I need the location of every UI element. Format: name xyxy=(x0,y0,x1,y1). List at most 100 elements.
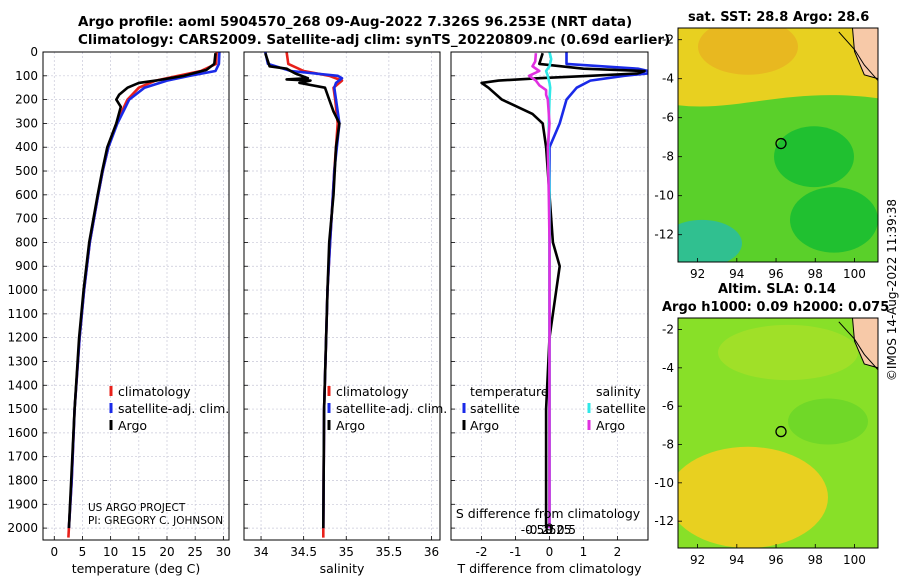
sst-lat-tick-label: -2 xyxy=(662,33,674,47)
sla-lat-tick-label: -10 xyxy=(654,476,674,490)
sla-land-sumatra xyxy=(851,318,878,369)
depth-tick-label: 2000 xyxy=(7,521,38,535)
sla-map: 92 94 96 98 100 -2 -4 -6 -8 -10 -12 xyxy=(654,317,879,567)
difference-x-tick-label: 0 xyxy=(546,545,554,559)
difference-legend-temperature-label: Argo xyxy=(470,418,499,433)
salinity-axes-border xyxy=(243,51,441,541)
temperature-legend-label: satellite-adj. clim. xyxy=(118,401,229,416)
difference-axes-border xyxy=(450,51,649,541)
sla-map-field xyxy=(678,318,878,548)
sla-map-title-line-1: Altim. SLA: 0.14 xyxy=(718,282,836,297)
depth-tick-label: 1000 xyxy=(7,283,38,297)
difference-x-tick-label: -1 xyxy=(510,545,522,559)
sla-lat-tick-label: -6 xyxy=(662,399,674,413)
sst-lon-tick-label: 100 xyxy=(843,267,866,281)
temperature-series-argo xyxy=(67,53,217,529)
sst-lat-tick-label: -8 xyxy=(662,150,674,164)
difference-legend-salinity-title: salinity xyxy=(596,384,641,399)
depth-tick-label: 1500 xyxy=(7,402,38,416)
temperature-x-tick-label: 15 xyxy=(131,545,146,559)
difference-s-tick-label: -0.25 xyxy=(525,523,556,537)
temperature-legend-label: climatology xyxy=(118,384,191,399)
depth-tick-label: 0 xyxy=(30,45,38,59)
sla-lat-tick-label: -12 xyxy=(654,514,674,528)
depth-tick-label: 1200 xyxy=(7,331,38,345)
temperature-x-tick-label: 5 xyxy=(79,545,87,559)
depth-tick-label: 400 xyxy=(15,140,38,154)
sla-green-patch xyxy=(788,398,868,445)
difference-x-tick-label: 1 xyxy=(580,545,588,559)
salinity-x-tick-label: 35 xyxy=(339,545,354,559)
depth-tick-label: 1900 xyxy=(7,497,38,511)
salinity-x-tick-label: 35.5 xyxy=(376,545,403,559)
difference-x-tick-label: 2 xyxy=(614,545,622,559)
temperature-series-group xyxy=(67,52,221,538)
depth-tick-label: 900 xyxy=(15,259,38,273)
depth-tick-label: 1300 xyxy=(7,354,38,368)
difference-series-group xyxy=(480,52,648,529)
temperature-x-tick-label: 10 xyxy=(103,545,118,559)
sla-lon-tick-label: 100 xyxy=(843,553,866,567)
depth-tick-label: 1700 xyxy=(7,450,38,464)
difference-x-axis-label: T difference from climatology xyxy=(456,561,642,576)
depth-tick-label: 1600 xyxy=(7,426,38,440)
sla-argo-position-marker xyxy=(775,425,787,438)
depth-tick-label: 100 xyxy=(15,69,38,83)
temperature-axes: 0 5 10 15 20 25 30 temperature (deg C) 0 100 200 30… xyxy=(7,45,231,576)
temperature-x-tick-label: 0 xyxy=(50,545,58,559)
sla-lat-tick-label: -4 xyxy=(662,361,674,375)
temperature-plot-area xyxy=(43,52,229,540)
sst-map-border xyxy=(677,27,879,263)
difference-origin-marker xyxy=(546,523,553,531)
sla-lon-tick-label: 96 xyxy=(768,553,783,567)
depth-tick-label: 1800 xyxy=(7,473,38,487)
sst-lon-tick-label: 94 xyxy=(729,267,744,281)
difference-series-t-argo xyxy=(480,52,646,529)
credits-line-2: PI: GREGORY C. JOHNSON xyxy=(88,515,224,527)
temperature-x-axis-label: temperature (deg C) xyxy=(72,561,201,576)
depth-tick-label: 1400 xyxy=(7,378,38,392)
sst-argo-position-marker xyxy=(775,137,787,150)
sla-lon-tick-label: 94 xyxy=(729,553,744,567)
sst-map: 92 94 96 98 100 -2 -4 -6 -8 -10 -12 xyxy=(654,27,879,281)
depth-tick-label: 500 xyxy=(15,164,38,178)
sst-lat-tick-label: -4 xyxy=(662,72,674,86)
difference-s-tick-label: 0.25 xyxy=(545,523,572,537)
figure-title-line-2: Climatology: CARS2009. Satellite-adj cli… xyxy=(78,32,671,48)
depth-tick-label: 700 xyxy=(15,212,38,226)
salinity-x-tick-label: 34.5 xyxy=(290,545,317,559)
sst-coastline xyxy=(838,31,878,81)
depth-tick-label: 800 xyxy=(15,235,38,249)
salinity-plot-area xyxy=(244,52,440,540)
difference-s-tick-label: 0.5 xyxy=(557,523,576,537)
sst-dark-green-patch xyxy=(790,187,878,253)
difference-axes: -2 -1 0 1 2 T difference from climatology temp… xyxy=(450,51,649,576)
difference-series-s-argo xyxy=(527,53,551,529)
salinity-legend-label: climatology xyxy=(336,384,409,399)
salinity-legend-label: Argo xyxy=(336,418,365,433)
salinity-x-tick-label: 34 xyxy=(253,545,268,559)
sla-lat-tick-label: -8 xyxy=(662,438,674,452)
salinity-legend-label: satellite-adj. clim. xyxy=(336,401,447,416)
sst-map-field xyxy=(678,28,878,262)
difference-legend-salinity-label: satellite xyxy=(596,401,646,416)
sla-map-border xyxy=(677,317,879,549)
sst-lat-tick-label: -10 xyxy=(654,189,674,203)
sst-lat-tick-label: -12 xyxy=(654,228,674,242)
temperature-x-tick-label: 20 xyxy=(159,545,174,559)
figure-title-line-1: Argo profile: aoml 5904570_268 09-Aug-20… xyxy=(78,14,633,30)
sst-warm-patch xyxy=(698,28,798,75)
sla-map-title-line-2: Argo h1000: 0.09 h2000: 0.075 xyxy=(662,300,890,315)
sla-lat-tick-label: -2 xyxy=(662,323,674,337)
salinity-series-group xyxy=(264,52,344,538)
depth-tick-label: 1100 xyxy=(7,307,38,321)
sst-lon-tick-label: 98 xyxy=(808,267,823,281)
sst-dark-green-patch xyxy=(774,126,854,188)
salinity-x-tick-label: 36 xyxy=(424,545,439,559)
depth-tick-label: 300 xyxy=(15,116,38,130)
sst-land-sumatra xyxy=(851,28,878,80)
temperature-legend-label: Argo xyxy=(118,418,147,433)
temperature-x-tick-label: 30 xyxy=(216,545,231,559)
difference-x-tick-label: -2 xyxy=(476,545,488,559)
